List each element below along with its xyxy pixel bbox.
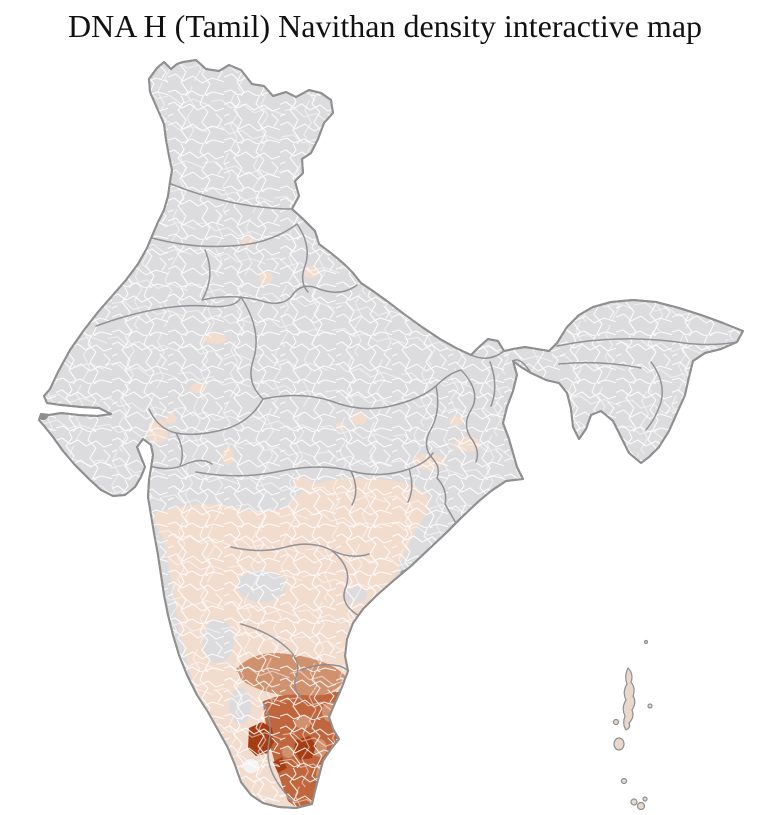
page-title: DNA H (Tamil) Navithan density interacti… [67, 8, 703, 44]
island-nicobar-dot[interactable] [630, 798, 638, 806]
india-coastline [38, 59, 744, 809]
island-dot[interactable] [612, 718, 620, 726]
island-little-andaman[interactable] [613, 737, 625, 751]
island-dot[interactable] [647, 703, 653, 709]
island-andaman-main[interactable] [622, 667, 636, 731]
island-dot[interactable] [620, 777, 628, 785]
island-dot[interactable] [643, 639, 649, 645]
region-andaman-nicobar[interactable] [612, 639, 653, 811]
state-borders [95, 181, 738, 802]
island-nicobar-dot[interactable] [636, 801, 646, 811]
island-nicobar-dot[interactable] [642, 796, 648, 802]
